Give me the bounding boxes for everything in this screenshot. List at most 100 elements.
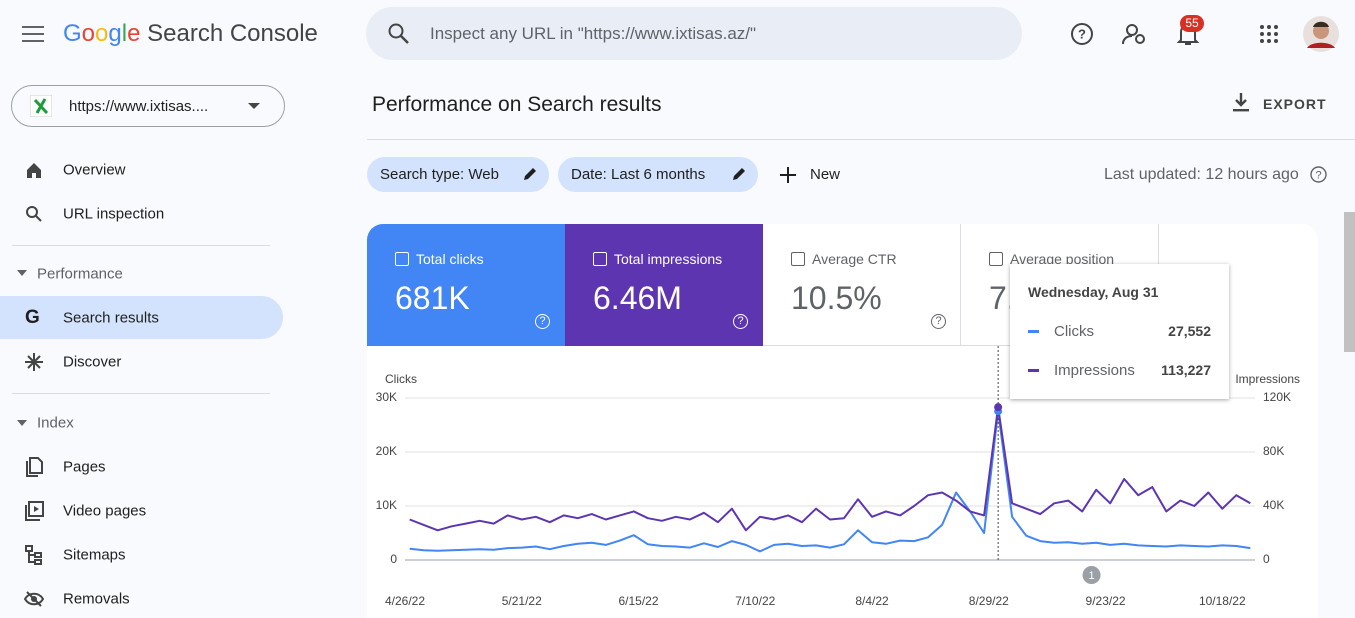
- y-tick-label: 30K: [376, 390, 397, 404]
- tooltip-series: Clicks: [1054, 323, 1094, 340]
- sitemap-icon: [25, 545, 42, 565]
- metric-value: 10.5%: [791, 280, 882, 316]
- help-icon[interactable]: ?: [535, 314, 550, 329]
- edit-icon: [524, 168, 536, 180]
- google-icon: G: [25, 307, 40, 328]
- y-axis-title: Clicks: [385, 372, 417, 386]
- nav-item[interactable]: Video pages: [63, 502, 147, 520]
- filter-chip[interactable]: Date: Last 6 months: [558, 157, 758, 192]
- brand-letter: l: [121, 20, 128, 47]
- metric-label: Total clicks: [416, 251, 484, 267]
- hover-point: [994, 403, 1003, 412]
- metric-value: 6.46M: [593, 280, 682, 316]
- series-line: [409, 410, 1251, 553]
- brand: Google: [63, 20, 140, 47]
- avatar[interactable]: [1303, 16, 1339, 52]
- annotation-marker: [1082, 566, 1101, 584]
- metric-value: 681K: [395, 280, 470, 316]
- discover-icon: [25, 353, 43, 371]
- nav-item[interactable]: URL inspection: [63, 205, 165, 223]
- nav-item[interactable]: Overview: [63, 161, 126, 179]
- checkbox: [989, 252, 1003, 266]
- x-tick-label: 8/29/22: [969, 594, 1009, 608]
- help-icon[interactable]: ?: [733, 314, 748, 329]
- y-tick-label: 20K: [376, 444, 397, 458]
- tooltip-date: Wednesday, Aug 31: [1028, 284, 1159, 300]
- notification-badge: 55: [1180, 15, 1204, 32]
- page-title: Performance on Search results: [372, 93, 662, 116]
- help-icon[interactable]: ?: [1070, 22, 1094, 46]
- metric-tile[interactable]: Total clicks 681K?: [367, 224, 565, 346]
- metric-label: Average CTR: [812, 251, 897, 267]
- chart: Clicks Impressions 0 10K 20K 30K 0 40K 80K 120K 4/…: [376, 346, 1300, 608]
- x-tick-label: 5/21/22: [502, 594, 542, 608]
- metric-label: Total impressions: [614, 251, 723, 267]
- collapse-arrow[interactable]: [17, 420, 27, 426]
- nav-item[interactable]: Sitemaps: [63, 546, 126, 564]
- product-name: Search Console: [147, 20, 318, 47]
- download-icon: [1233, 93, 1249, 112]
- nav-item[interactable]: Search results: [63, 309, 159, 327]
- home-icon: [27, 163, 41, 178]
- inspect-icon: [26, 206, 42, 222]
- checkbox: [395, 252, 409, 266]
- nav-selected: [0, 296, 283, 339]
- apps-icon[interactable]: [1259, 24, 1279, 44]
- help-icon[interactable]: ?: [1310, 166, 1327, 183]
- y-tick-label: 10K: [376, 498, 397, 512]
- nav-item[interactable]: Discover: [63, 353, 122, 371]
- tooltip: Wednesday, Aug 31 Clicks 27,552 Impressi…: [1010, 264, 1229, 399]
- brand-letter: G: [63, 20, 82, 47]
- brand-letter: o: [81, 20, 96, 47]
- metric-tile[interactable]: Total impressions 6.46M?: [565, 224, 763, 346]
- nav-section[interactable]: Index: [37, 414, 74, 432]
- y2-tick-label: 0: [1263, 552, 1270, 566]
- property-url: https://www.ixtisas....: [69, 98, 209, 115]
- y2-tick-label: 40K: [1263, 498, 1284, 512]
- metric-label: Average position: [1010, 251, 1115, 267]
- search-box[interactable]: Inspect any URL in "https://www.ixtisas.…: [366, 7, 1022, 60]
- filter-chip[interactable]: Search type: Web: [367, 157, 549, 192]
- nav-item[interactable]: Removals: [63, 590, 130, 608]
- property-icon: [30, 95, 52, 117]
- brand-letter: e: [127, 20, 141, 47]
- x-tick-label: 8/4/22: [855, 594, 889, 608]
- new-filter[interactable]: New: [810, 166, 841, 183]
- svg-text:?: ?: [1315, 169, 1321, 181]
- property-selector[interactable]: https://www.ixtisas....: [11, 85, 285, 127]
- tooltip-value: 113,227: [1161, 362, 1211, 378]
- y2-axis-title: Impressions: [1235, 372, 1300, 386]
- svg-text:?: ?: [1078, 26, 1086, 41]
- metric-tile[interactable]: Average CTR 10.5%?: [763, 224, 961, 346]
- divider: [12, 393, 270, 394]
- x-tick-label: 9/23/22: [1086, 594, 1126, 608]
- x-tick-label: 6/15/22: [618, 594, 658, 608]
- search-placeholder: Inspect any URL in "https://www.ixtisas.…: [430, 24, 757, 43]
- removals-icon: [24, 591, 44, 607]
- divider: [12, 245, 270, 246]
- search-icon: [388, 23, 409, 44]
- brand-letter: o: [95, 20, 109, 47]
- scrollbar[interactable]: [1344, 212, 1355, 352]
- logo[interactable]: Google Search Console: [63, 20, 318, 48]
- nav-section[interactable]: Performance: [37, 265, 123, 283]
- plus-icon[interactable]: [780, 167, 796, 183]
- brand-letter: g: [108, 20, 122, 47]
- tooltip-value: 27,552: [1168, 323, 1211, 339]
- nav-item[interactable]: Pages: [63, 458, 106, 476]
- user-settings-icon[interactable]: [1122, 22, 1148, 46]
- series-line: [409, 406, 1251, 532]
- collapse-arrow[interactable]: [17, 270, 27, 276]
- dropdown-arrow: [248, 103, 260, 109]
- checkbox: [791, 252, 805, 266]
- video-icon: [25, 501, 44, 521]
- export-button[interactable]: EXPORT: [1263, 96, 1327, 112]
- menu-icon[interactable]: [22, 25, 44, 43]
- checkbox: [593, 252, 607, 266]
- help-icon[interactable]: ?: [931, 314, 946, 329]
- pages-icon: [26, 457, 43, 477]
- tooltip-series: Impressions: [1054, 362, 1135, 379]
- legend-swatch: [1028, 330, 1039, 333]
- x-tick-label: 7/10/22: [735, 594, 775, 608]
